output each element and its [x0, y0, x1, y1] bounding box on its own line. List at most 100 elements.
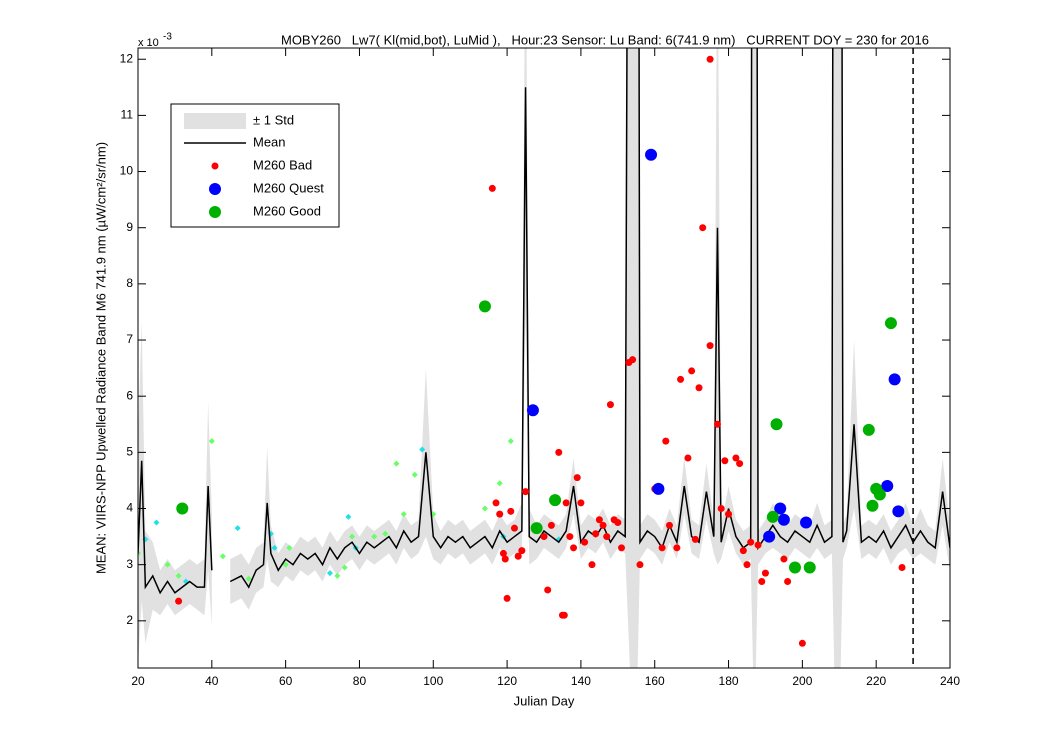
- point: [544, 586, 552, 594]
- diamond-point: [349, 533, 356, 540]
- diamond-point: [286, 544, 293, 551]
- point: [862, 423, 875, 436]
- diamond-point: [411, 471, 418, 478]
- point: [800, 516, 813, 529]
- point: [510, 524, 518, 532]
- diamond-point: [175, 572, 182, 579]
- diamond-point: [219, 553, 226, 560]
- y-exponent: -3: [163, 32, 172, 43]
- diamond-point: [245, 575, 252, 582]
- x-tick-label: 20: [131, 674, 145, 688]
- point: [736, 460, 744, 468]
- diamond-point: [400, 511, 407, 518]
- point: [526, 404, 539, 417]
- point: [732, 454, 740, 462]
- point: [507, 507, 515, 515]
- point: [763, 530, 776, 543]
- plot-layer: [138, 48, 950, 668]
- point: [881, 480, 894, 493]
- point: [662, 437, 670, 445]
- point: [739, 547, 747, 555]
- point: [606, 401, 614, 409]
- point: [570, 544, 578, 552]
- point: [592, 530, 600, 538]
- point: [747, 538, 755, 546]
- x-tick-label: 200: [792, 674, 812, 688]
- point: [577, 499, 585, 507]
- y-tick-label: 4: [126, 501, 133, 515]
- point: [691, 535, 699, 543]
- legend-label: M260 Quest: [253, 180, 324, 195]
- point: [684, 454, 692, 462]
- point: [873, 488, 886, 501]
- point: [549, 494, 562, 507]
- point: [677, 375, 685, 383]
- point: [888, 373, 901, 386]
- point: [573, 474, 581, 482]
- point: [658, 544, 666, 552]
- y-tick-label: 2: [126, 613, 133, 627]
- point: [777, 513, 790, 526]
- point: [618, 544, 626, 552]
- point: [636, 561, 644, 569]
- point: [706, 342, 714, 350]
- point: [788, 561, 801, 574]
- legend-label: Mean: [253, 134, 286, 149]
- point: [717, 505, 725, 513]
- diamond-point: [419, 446, 426, 453]
- point: [721, 457, 729, 465]
- point: [614, 519, 622, 527]
- diamond-point: [371, 533, 378, 540]
- diamond-point: [382, 530, 389, 537]
- diamond-point: [496, 480, 503, 487]
- point: [603, 533, 611, 541]
- diamond-point: [334, 572, 341, 579]
- point: [522, 488, 530, 496]
- point: [673, 544, 681, 552]
- point: [488, 184, 496, 192]
- diamond-point: [208, 438, 215, 445]
- x-tick-label: 60: [279, 674, 293, 688]
- point: [884, 317, 897, 330]
- point: [898, 563, 906, 571]
- diamond-point: [341, 564, 348, 571]
- point: [803, 561, 816, 574]
- point: [866, 499, 879, 512]
- diamond-point: [507, 438, 514, 445]
- diamond-point: [326, 570, 333, 577]
- y-tick-label: 6: [126, 388, 133, 402]
- point: [780, 555, 788, 563]
- point: [599, 521, 607, 529]
- y-tick-label: 8: [126, 276, 133, 290]
- point: [774, 502, 787, 515]
- point: [770, 418, 783, 431]
- diamond-point: [393, 460, 400, 467]
- legend-label: M260 Bad: [253, 157, 312, 172]
- axes-box: [137, 47, 951, 669]
- legend-swatch: [209, 183, 221, 195]
- diamond-point: [271, 544, 278, 551]
- point: [713, 420, 721, 428]
- diamond-point: [164, 561, 171, 568]
- legend-swatch: [184, 113, 246, 129]
- x-tick-label: 160: [645, 674, 665, 688]
- point: [758, 578, 766, 586]
- point: [706, 55, 714, 63]
- legend-swatch: [211, 162, 219, 170]
- legend-swatch: [209, 206, 221, 218]
- point: [725, 510, 733, 518]
- point: [518, 547, 526, 555]
- point: [743, 561, 751, 569]
- point: [652, 482, 665, 495]
- point: [595, 516, 603, 524]
- point: [766, 510, 779, 523]
- diamond-point: [234, 525, 241, 532]
- point: [175, 597, 183, 605]
- y-axis-label: MEAN: VIIRS-NPP Upwelled Radiance Band M…: [93, 142, 108, 574]
- y-tick-label: 9: [126, 220, 133, 234]
- point: [645, 148, 658, 161]
- y-tick-label: 11: [121, 108, 134, 122]
- point: [530, 522, 543, 535]
- point: [560, 611, 568, 619]
